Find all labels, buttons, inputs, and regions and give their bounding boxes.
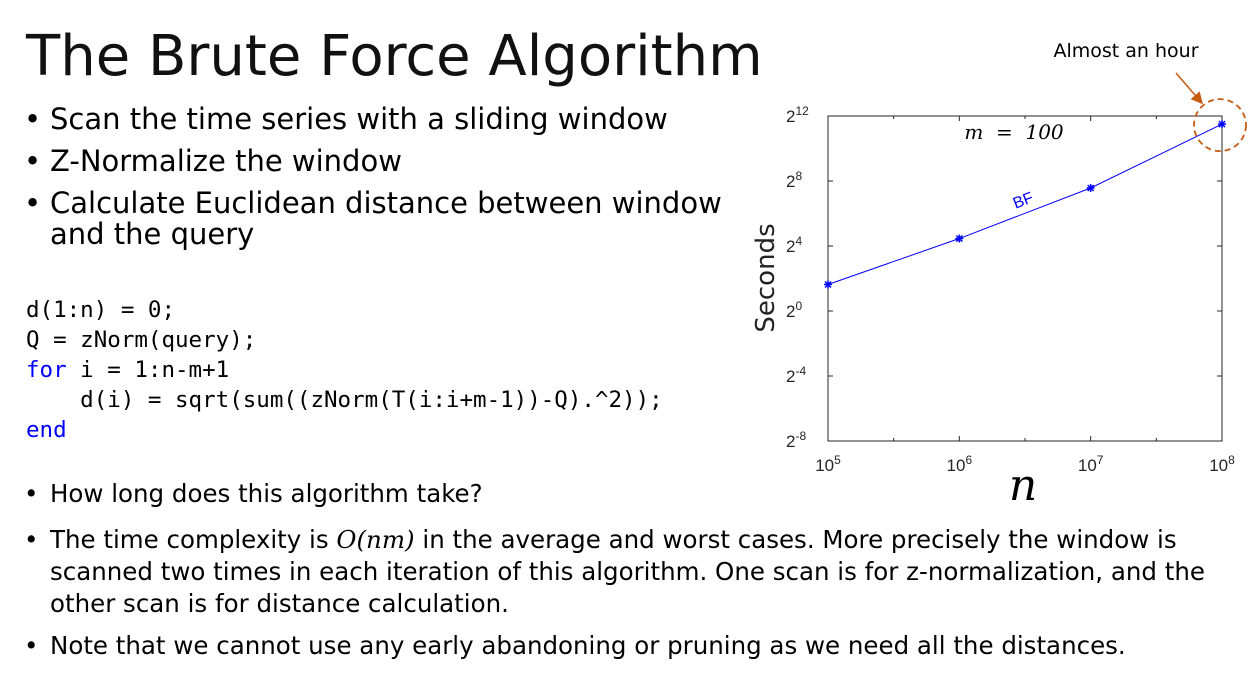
- y-tick-label: 212: [786, 104, 809, 126]
- data-point: [1086, 183, 1095, 192]
- bullet-item: Scan the time series with a sliding wind…: [24, 104, 734, 136]
- series-line-bf: [827, 123, 1223, 285]
- x-axis-label: n: [1009, 460, 1037, 510]
- bullet-item: The time complexity is O(nm) in the aver…: [24, 524, 1244, 620]
- x-tick-label: 107: [1078, 453, 1104, 475]
- bullet-item: Z-Normalize the window: [24, 146, 734, 178]
- y-tick-label: 2-8: [786, 429, 806, 451]
- bullet-text: in the average and worst cases. More pre…: [50, 525, 1205, 618]
- bottom-bullet-list: How long does this algorithm take? The t…: [24, 478, 1244, 672]
- code-line: d(i) = sqrt(sum((zNorm(T(i:i+m-1))-Q).^2…: [26, 387, 663, 413]
- data-point: [955, 234, 964, 243]
- bullet-item: How long does this algorithm take?: [24, 478, 1244, 510]
- code-keyword: end: [26, 417, 67, 443]
- plot-frame: [827, 115, 1223, 442]
- bullet-item: Note that we cannot use any early abando…: [24, 630, 1244, 662]
- y-tick-label: 28: [786, 169, 802, 191]
- callout-arrow: [1175, 72, 1203, 105]
- y-tick-label: 24: [786, 234, 802, 256]
- runtime-chart: 105 106 107 108 2-8 2-4 20 24 28 212 BF Seconds n…: [740, 30, 1252, 510]
- top-bullet-list: Scan the time series with a sliding wind…: [24, 104, 734, 261]
- callout-label: Almost an hour: [1053, 40, 1198, 62]
- data-point: [1218, 120, 1226, 129]
- y-tick-label: 2-4: [786, 364, 806, 386]
- data-point: [824, 280, 832, 289]
- chart-svg: 105 106 107 108 2-8 2-4 20 24 28 212 BF Seconds n…: [751, 40, 1247, 510]
- x-tick-label: 106: [947, 453, 973, 475]
- bullet-item: Calculate Euclidean distance between win…: [24, 188, 734, 250]
- code-keyword: for: [26, 357, 67, 383]
- y-axis-label: Seconds: [751, 223, 781, 332]
- param-annotation: m = 100: [964, 120, 1064, 144]
- bullet-text: The time complexity is: [50, 525, 337, 554]
- series-label: BF: [1011, 189, 1036, 212]
- code-line: d(1:n) = 0;: [26, 297, 176, 323]
- code-block: d(1:n) = 0; Q = zNorm(query); for i = 1:…: [26, 295, 663, 445]
- x-tick-label: 105: [815, 453, 841, 475]
- complexity-math: O(nm): [336, 525, 415, 554]
- y-tick-label: 20: [786, 299, 802, 321]
- code-line: Q = zNorm(query);: [26, 327, 257, 353]
- highlight-circle: [1193, 98, 1247, 152]
- page-title: The Brute Force Algorithm: [26, 24, 763, 89]
- x-tick-label: 108: [1209, 453, 1235, 475]
- code-line: i = 1:n-m+1: [66, 357, 230, 383]
